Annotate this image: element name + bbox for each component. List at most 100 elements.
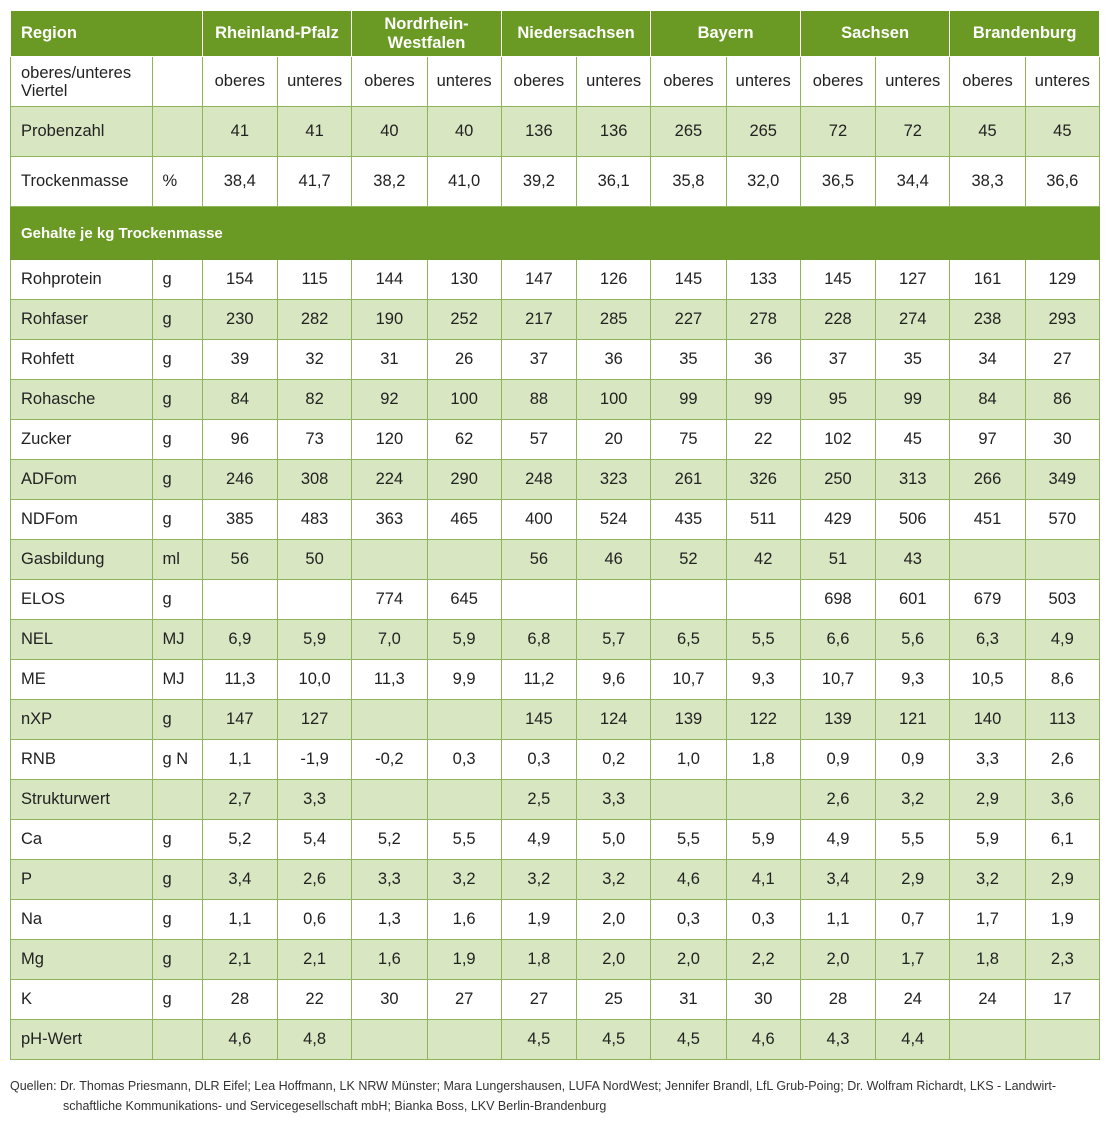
value-cell: 250 xyxy=(799,459,877,500)
value-cell: 39,2 xyxy=(500,156,578,207)
value-cell: 2,0 xyxy=(799,939,877,980)
value-cell xyxy=(650,779,727,820)
dry-matter-row: Trockenmasse% 38,4 41,7 38,2 41,0 39,2 36,1 35,… xyxy=(10,156,1101,207)
row-label: Mg xyxy=(10,939,153,980)
table-row: Rohprotein g 154 115 144 130 147 126 145 133 145 12… xyxy=(10,259,1101,300)
value-cell: 0,2 xyxy=(576,739,652,780)
value-cell: 147 xyxy=(500,259,578,300)
value-cell: 3,2 xyxy=(576,859,652,900)
row-label: Rohasche xyxy=(10,379,153,420)
value-cell: 248 xyxy=(500,459,578,500)
value-cell: 124 xyxy=(576,699,652,740)
row-label: P xyxy=(10,859,153,900)
value-cell: 38,4 xyxy=(201,156,278,207)
value-cell: 252 xyxy=(426,299,502,340)
value-cell: 145 xyxy=(650,259,727,300)
value-cell: 1,7 xyxy=(875,939,951,980)
row-label: Na xyxy=(10,899,153,940)
value-cell: 4,8 xyxy=(276,1019,353,1060)
row-unit: g xyxy=(151,299,203,340)
value-cell: 5,0 xyxy=(576,819,652,860)
row-label: Rohfett xyxy=(10,339,153,380)
value-cell: 37 xyxy=(799,339,877,380)
value-cell: 774 xyxy=(351,579,428,620)
row-label: oberes/unteres Viertel xyxy=(10,56,153,107)
value-cell: 41 xyxy=(201,106,278,157)
feed-analysis-table: Region Rheinland-Pfalz Nordrhein-Westfal… xyxy=(10,10,1101,1060)
value-cell: 601 xyxy=(875,579,951,620)
region-header-bayern: Bayern xyxy=(650,10,801,57)
value-cell: 38,3 xyxy=(949,156,1026,207)
table-row: ELOS g 774 645 698 601 679 503 xyxy=(10,579,1101,620)
value-cell: 228 xyxy=(799,299,877,340)
quarter-row: oberes/unteres Viertel oberes unteres obere… xyxy=(10,56,1101,107)
value-cell: 45 xyxy=(875,419,951,460)
value-cell: 1,9 xyxy=(500,899,578,940)
value-cell: 4,6 xyxy=(201,1019,278,1060)
value-cell: 506 xyxy=(875,499,951,540)
value-cell: 95 xyxy=(799,379,877,420)
value-cell: 28 xyxy=(799,979,877,1020)
row-label: nXP xyxy=(10,699,153,740)
value-cell: 100 xyxy=(426,379,502,420)
value-cell: 17 xyxy=(1024,979,1101,1020)
region-header-sachsen: Sachsen xyxy=(799,10,951,57)
value-cell: 32,0 xyxy=(725,156,801,207)
value-cell: 144 xyxy=(351,259,428,300)
value-cell: 645 xyxy=(426,579,502,620)
value-cell: 313 xyxy=(875,459,951,500)
value-cell: 51 xyxy=(799,539,877,580)
value-cell: 363 xyxy=(351,499,428,540)
value-cell: 2,6 xyxy=(799,779,877,820)
value-cell: 266 xyxy=(949,459,1026,500)
row-label: K xyxy=(10,979,153,1020)
row-label: Strukturwert xyxy=(10,779,153,820)
value-cell: oberes xyxy=(500,56,578,107)
value-cell: 41,7 xyxy=(276,156,353,207)
value-cell: 45 xyxy=(949,106,1026,157)
value-cell: oberes xyxy=(949,56,1026,107)
value-cell: 97 xyxy=(949,419,1026,460)
value-cell: 2,6 xyxy=(276,859,353,900)
value-cell: 6,6 xyxy=(799,619,877,660)
value-cell: 278 xyxy=(725,299,801,340)
row-unit: g xyxy=(151,859,203,900)
value-cell: 4,9 xyxy=(500,819,578,860)
row-unit: g xyxy=(151,339,203,380)
value-cell: 31 xyxy=(351,339,428,380)
region-header-nordrhein-westfalen: Nordrhein-Westfalen xyxy=(351,10,502,57)
value-cell: 11,3 xyxy=(201,659,278,700)
value-cell: 385 xyxy=(201,499,278,540)
value-cell: 511 xyxy=(725,499,801,540)
value-cell: 1,3 xyxy=(351,899,428,940)
region-header-niedersachsen: Niedersachsen xyxy=(500,10,652,57)
value-cell: 6,1 xyxy=(1024,819,1101,860)
value-cell: 99 xyxy=(725,379,801,420)
value-cell: 38,2 xyxy=(351,156,428,207)
value-cell xyxy=(500,579,578,620)
value-cell: 5,6 xyxy=(875,619,951,660)
value-cell: 5,5 xyxy=(875,819,951,860)
value-cell: 2,0 xyxy=(650,939,727,980)
row-unit: g xyxy=(151,259,203,300)
table-row: NDFom g 385 483 363 465 400 524 435 511 429 506 451 5… xyxy=(10,499,1101,540)
value-cell: 1,0 xyxy=(650,739,727,780)
value-cell: 127 xyxy=(276,699,353,740)
row-label: ELOS xyxy=(10,579,153,620)
value-cell: 30 xyxy=(1024,419,1101,460)
value-cell: 1,6 xyxy=(426,899,502,940)
value-cell: 1,1 xyxy=(799,899,877,940)
value-cell: 0,3 xyxy=(725,899,801,940)
value-cell: 5,2 xyxy=(201,819,278,860)
row-unit: g xyxy=(151,819,203,860)
value-cell: 27 xyxy=(426,979,502,1020)
value-cell xyxy=(576,579,652,620)
value-cell: 6,8 xyxy=(500,619,578,660)
table-row: pH-Wert 4,6 4,8 4,5 4,5 4,5 4,6 4,3 4,4 xyxy=(10,1019,1101,1060)
value-cell: 4,9 xyxy=(1024,619,1101,660)
region-header-brandenburg: Brandenburg xyxy=(949,10,1100,57)
value-cell: 56 xyxy=(201,539,278,580)
value-cell: 1,6 xyxy=(351,939,428,980)
value-cell: 8,6 xyxy=(1024,659,1101,700)
value-cell: 4,4 xyxy=(875,1019,951,1060)
